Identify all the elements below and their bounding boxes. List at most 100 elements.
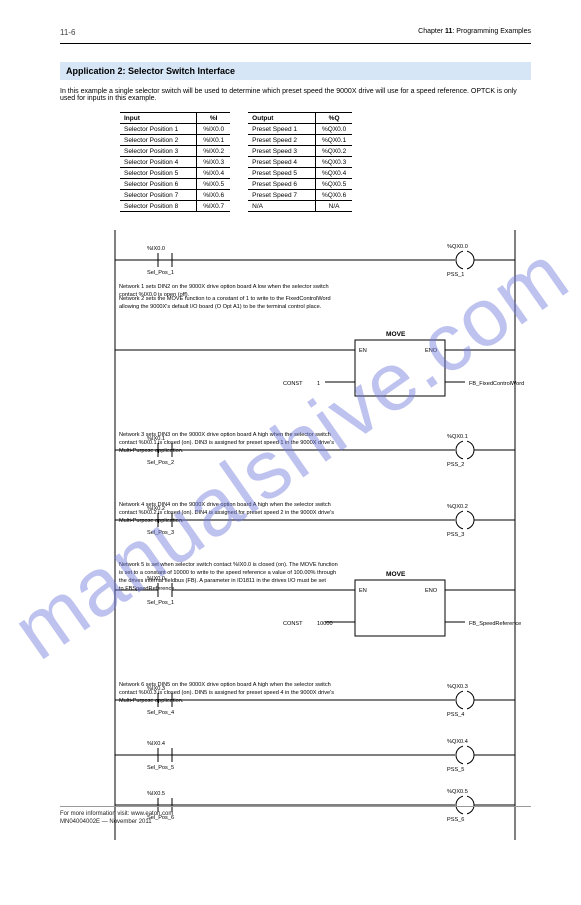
svg-text:%QX0.2: %QX0.2	[447, 504, 468, 510]
svg-text:PSS_1: PSS_1	[447, 272, 464, 278]
svg-text:%QX0.1: %QX0.1	[447, 434, 468, 440]
svg-text:%IX0.4: %IX0.4	[147, 741, 165, 747]
io-name: Selector Position 5	[120, 168, 197, 179]
io-name: Preset Speed 7	[248, 190, 315, 201]
svg-text:%QX0.0: %QX0.0	[447, 244, 468, 250]
io-name: Selector Position 7	[120, 190, 197, 201]
svg-text:PSS_2: PSS_2	[447, 462, 464, 468]
svg-text:Sel_Pos_2: Sel_Pos_2	[147, 460, 174, 466]
io-addr: %QX0.3	[315, 157, 352, 168]
io-addr: %QX0.1	[315, 135, 352, 146]
svg-text:MOVE: MOVE	[386, 331, 406, 338]
io-name: Selector Position 2	[120, 135, 197, 146]
io-addr: N/A	[315, 201, 352, 212]
io-addr: %QX0.5	[315, 179, 352, 190]
table-row: Selector Position 4%IX0.3	[120, 157, 230, 168]
output-subcaption: %Q	[315, 113, 352, 124]
svg-text:1: 1	[317, 381, 320, 387]
page-footer: For more information visit: www.eaton.co…	[60, 806, 531, 826]
svg-text:%IX0.1: %IX0.1	[147, 436, 165, 442]
svg-text:MOVE: MOVE	[386, 571, 406, 578]
svg-text:PSS_5: PSS_5	[447, 767, 464, 773]
io-name: Preset Speed 2	[248, 135, 315, 146]
io-name: Selector Position 3	[120, 146, 197, 157]
svg-text:CONST: CONST	[283, 381, 303, 387]
table-row: Preset Speed 1%QX0.0	[248, 124, 352, 135]
io-addr: %IX0.0	[197, 124, 230, 135]
page-header: 11-6 Chapter 11: Programming Examples	[60, 28, 531, 44]
svg-text:10000: 10000	[317, 621, 333, 627]
io-name: Preset Speed 6	[248, 179, 315, 190]
table-row: N/AN/A	[248, 201, 352, 212]
svg-text:%IX0.5: %IX0.5	[147, 791, 165, 797]
svg-text:EN: EN	[359, 588, 367, 594]
svg-text:%IX0.3: %IX0.3	[147, 686, 165, 692]
table-row: Selector Position 5%IX0.4	[120, 168, 230, 179]
svg-text:PSS_3: PSS_3	[447, 532, 464, 538]
table-row: Preset Speed 7%QX0.6	[248, 190, 352, 201]
input-caption: Input	[120, 113, 197, 124]
output-caption: Output	[248, 113, 315, 124]
io-addr: %QX0.0	[315, 124, 352, 135]
svg-text:%IX0.2: %IX0.2	[147, 506, 165, 512]
svg-text:Sel_Pos_1: Sel_Pos_1	[147, 270, 174, 276]
output-table: Output %Q Preset Speed 1%QX0.0Preset Spe…	[248, 112, 352, 212]
io-tables: Input %I Selector Position 1%IX0.0Select…	[120, 112, 581, 212]
ladder-diagram: %IX0.0Sel_Pos_1%QX0.0PSS_1Network 1 sets…	[105, 230, 581, 840]
io-name: Selector Position 6	[120, 179, 197, 190]
io-addr: %IX0.6	[197, 190, 230, 201]
svg-text:PSS_4: PSS_4	[447, 712, 464, 718]
io-addr: %IX0.5	[197, 179, 230, 190]
io-addr: %IX0.2	[197, 146, 230, 157]
svg-text:%IX0.0: %IX0.0	[147, 576, 165, 582]
svg-text:EN: EN	[359, 348, 367, 354]
table-row: Preset Speed 6%QX0.5	[248, 179, 352, 190]
svg-text:Sel_Pos_4: Sel_Pos_4	[147, 710, 174, 716]
svg-text:Sel_Pos_5: Sel_Pos_5	[147, 765, 174, 771]
section-title: Application 2: Selector Switch Interface	[60, 62, 531, 80]
svg-text:%QX0.3: %QX0.3	[447, 684, 468, 690]
svg-text:%IX0.0: %IX0.0	[147, 246, 165, 252]
table-row: Preset Speed 2%QX0.1	[248, 135, 352, 146]
input-subcaption: %I	[197, 113, 230, 124]
svg-text:ENO: ENO	[425, 588, 438, 594]
table-row: Selector Position 2%IX0.1	[120, 135, 230, 146]
chapter-title: : Programming Examples	[452, 28, 531, 35]
io-name: Preset Speed 5	[248, 168, 315, 179]
table-row: Preset Speed 3%QX0.2	[248, 146, 352, 157]
io-addr: %QX0.4	[315, 168, 352, 179]
io-name: Preset Speed 1	[248, 124, 315, 135]
table-row: Preset Speed 5%QX0.4	[248, 168, 352, 179]
io-name: Selector Position 4	[120, 157, 197, 168]
intro-text: In this example a single selector switch…	[60, 88, 531, 102]
table-row: Preset Speed 4%QX0.3	[248, 157, 352, 168]
svg-text:CONST: CONST	[283, 621, 303, 627]
io-name: Preset Speed 4	[248, 157, 315, 168]
io-name: Selector Position 1	[120, 124, 197, 135]
io-addr: %QX0.6	[315, 190, 352, 201]
svg-text:%QX0.5: %QX0.5	[447, 789, 468, 795]
svg-text:Sel_Pos_3: Sel_Pos_3	[147, 530, 174, 536]
page-number: 11-6	[60, 28, 75, 37]
io-name: Selector Position 8	[120, 201, 197, 212]
table-row: Selector Position 8%IX0.7	[120, 201, 230, 212]
chapter-label: Chapter	[418, 28, 445, 35]
footer-line1: For more information visit: www.eaton.co…	[60, 811, 531, 819]
footer-line2: MN04004002E — November 2011	[60, 819, 531, 827]
svg-text:Sel_Pos_1: Sel_Pos_1	[147, 600, 174, 606]
input-table: Input %I Selector Position 1%IX0.0Select…	[120, 112, 230, 212]
table-row: Selector Position 6%IX0.5	[120, 179, 230, 190]
table-row: Selector Position 3%IX0.2	[120, 146, 230, 157]
io-addr: %IX0.7	[197, 201, 230, 212]
table-row: Selector Position 7%IX0.6	[120, 190, 230, 201]
svg-text:ENO: ENO	[425, 348, 438, 354]
svg-text:FB_FixedControlWord: FB_FixedControlWord	[469, 381, 524, 387]
io-addr: %IX0.3	[197, 157, 230, 168]
svg-text:Network 2 sets the MOVE functi: Network 2 sets the MOVE function to a co…	[119, 296, 331, 310]
io-name: N/A	[248, 201, 315, 212]
io-addr: %IX0.4	[197, 168, 230, 179]
svg-text:FB_SpeedReference: FB_SpeedReference	[469, 621, 521, 627]
io-addr: %QX0.2	[315, 146, 352, 157]
table-row: Selector Position 1%IX0.0	[120, 124, 230, 135]
io-addr: %IX0.1	[197, 135, 230, 146]
